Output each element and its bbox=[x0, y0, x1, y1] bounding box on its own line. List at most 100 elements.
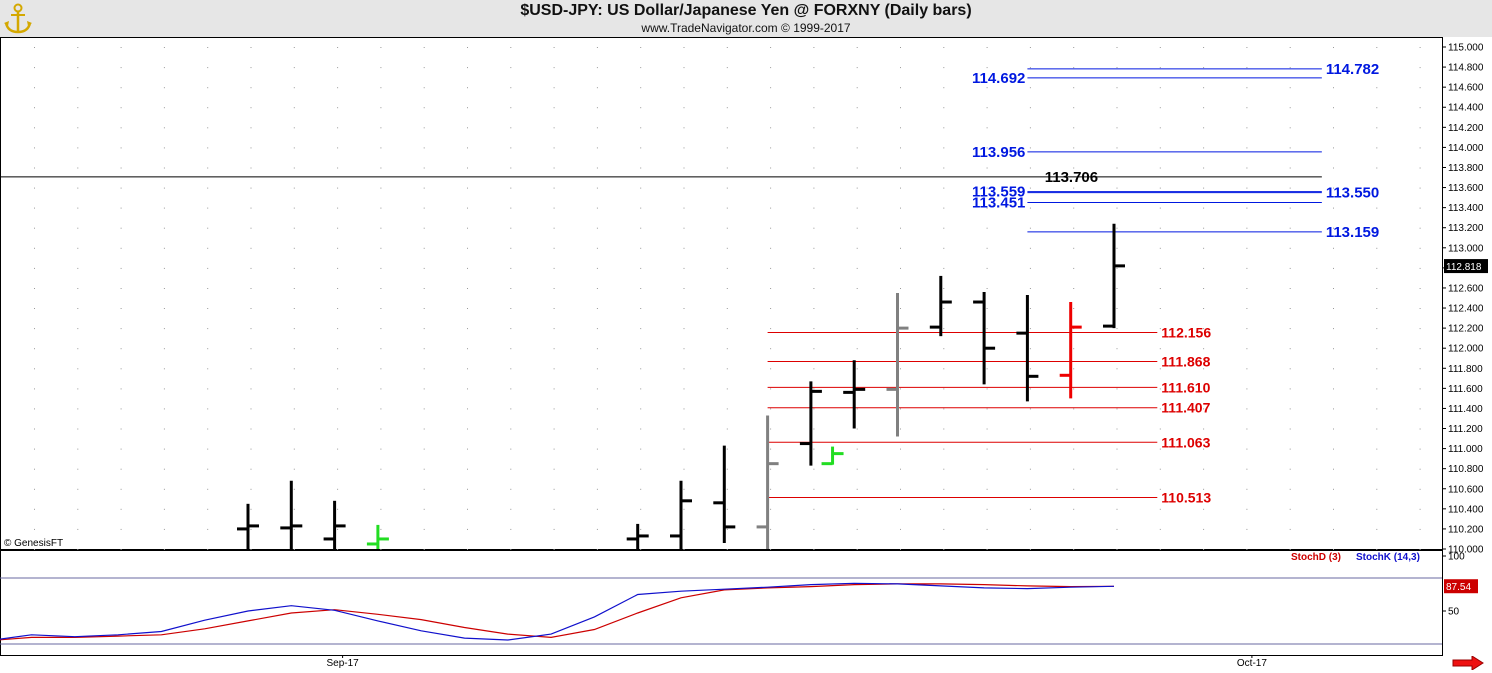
grid-dot bbox=[207, 47, 209, 48]
grid-dot bbox=[986, 147, 988, 149]
grid-dot bbox=[1289, 147, 1291, 149]
grid-dot bbox=[207, 288, 209, 289]
grid-dot bbox=[683, 408, 685, 410]
grid-dot bbox=[34, 207, 35, 209]
grid-dot bbox=[163, 227, 165, 229]
grid-dot bbox=[423, 67, 425, 69]
grid-dot bbox=[380, 207, 382, 209]
ohlc-bar bbox=[626, 523, 649, 549]
grid-dot bbox=[163, 167, 165, 169]
grid-dot bbox=[553, 87, 555, 89]
grid-dot bbox=[1333, 488, 1334, 490]
grid-dot bbox=[1376, 549, 1378, 550]
grid-dot bbox=[293, 348, 295, 350]
grid-dot bbox=[856, 87, 858, 89]
grid-dot bbox=[1073, 468, 1075, 470]
grid-dot bbox=[813, 67, 815, 69]
ohlc-bar bbox=[366, 524, 389, 549]
grid-dot bbox=[293, 488, 295, 490]
grid-dot bbox=[596, 267, 598, 269]
ohlc-bar bbox=[237, 503, 259, 549]
grid-dot bbox=[120, 408, 122, 410]
grid-dot bbox=[726, 107, 728, 109]
grid-dot bbox=[1073, 408, 1075, 410]
grid-dot bbox=[207, 147, 209, 149]
grid-dot bbox=[900, 87, 901, 89]
grid-dot bbox=[34, 408, 35, 410]
grid-dot bbox=[900, 448, 901, 450]
grid-dot bbox=[207, 87, 209, 89]
grid-dot bbox=[337, 187, 339, 189]
grid-dot bbox=[813, 448, 815, 450]
grid-dot bbox=[640, 488, 642, 490]
grid-dot bbox=[1376, 408, 1378, 410]
grid-dot bbox=[553, 167, 555, 169]
grid-dot bbox=[1246, 408, 1248, 410]
y-tick-label: 110.000 bbox=[1448, 545, 1484, 556]
y-tick-label: 113.800 bbox=[1448, 163, 1484, 174]
right-arrow-icon[interactable] bbox=[1452, 656, 1484, 670]
grid-dot bbox=[813, 468, 815, 470]
grid-dot bbox=[293, 528, 295, 530]
grid-dot bbox=[293, 428, 295, 430]
grid-dot bbox=[380, 508, 382, 510]
grid-dot bbox=[77, 267, 79, 269]
grid-dot bbox=[380, 428, 382, 430]
grid-dot bbox=[1159, 388, 1161, 390]
grid-dot bbox=[770, 388, 772, 390]
grid-dot bbox=[1246, 388, 1248, 390]
grid-dot bbox=[510, 107, 512, 109]
grid-dot bbox=[207, 468, 209, 470]
grid-dot bbox=[943, 308, 945, 309]
grid-dot bbox=[943, 207, 945, 209]
grid-dot bbox=[467, 368, 468, 370]
grid-dot bbox=[726, 468, 728, 470]
grid-dot bbox=[986, 488, 988, 490]
grid-dot bbox=[510, 247, 512, 249]
grid-dot bbox=[423, 227, 425, 229]
y-tick-label: 114.200 bbox=[1448, 123, 1484, 134]
grid-dot bbox=[467, 87, 468, 89]
grid-dot bbox=[34, 247, 35, 249]
grid-dot bbox=[683, 167, 685, 169]
grid-dot bbox=[510, 468, 512, 470]
grid-dot bbox=[726, 267, 728, 269]
grid-dot bbox=[510, 127, 512, 129]
grid-dot bbox=[207, 127, 209, 129]
grid-dot bbox=[1333, 147, 1334, 149]
grid-dot bbox=[596, 348, 598, 350]
grid-dot bbox=[856, 528, 858, 530]
grid-dot bbox=[900, 227, 901, 229]
grid-dot bbox=[1376, 488, 1378, 490]
stochastic-panel-border bbox=[0, 550, 1443, 656]
grid-dot bbox=[856, 127, 858, 129]
grid-dot bbox=[1203, 207, 1205, 209]
chart-header bbox=[0, 0, 1492, 37]
grid-dot bbox=[856, 549, 858, 550]
grid-dot bbox=[1159, 47, 1161, 48]
grid-dot bbox=[553, 428, 555, 430]
grid-dot bbox=[1246, 67, 1248, 69]
y-tick-label: 113.600 bbox=[1448, 183, 1484, 194]
grid-dot bbox=[380, 187, 382, 189]
grid-dot bbox=[1029, 107, 1031, 109]
grid-dot bbox=[467, 267, 468, 269]
grid-dot bbox=[250, 388, 252, 390]
grid-dot bbox=[943, 107, 945, 109]
grid-dot bbox=[120, 528, 122, 530]
grid-dot bbox=[1159, 528, 1161, 530]
grid-dot bbox=[293, 308, 295, 309]
grid-dot bbox=[293, 368, 295, 370]
grid-dot bbox=[250, 227, 252, 229]
grid-dot bbox=[423, 488, 425, 490]
grid-dot bbox=[813, 47, 815, 48]
grid-dot bbox=[337, 348, 339, 350]
grid-dot bbox=[1159, 448, 1161, 450]
grid-dot bbox=[553, 67, 555, 69]
level-label: 111.610 bbox=[1161, 379, 1210, 395]
grid-dot bbox=[1419, 328, 1421, 330]
ohlc-bar bbox=[1016, 294, 1039, 402]
grid-dot bbox=[1419, 549, 1421, 550]
grid-dot bbox=[1246, 87, 1248, 89]
